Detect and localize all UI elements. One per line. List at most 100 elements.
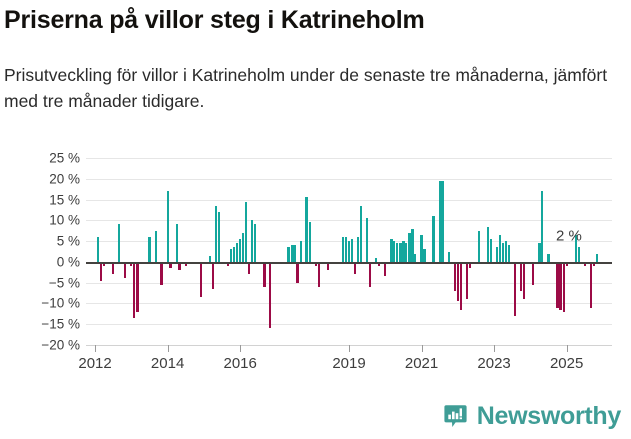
bar bbox=[508, 245, 511, 262]
bar bbox=[239, 239, 242, 262]
bar bbox=[459, 261, 462, 310]
bar bbox=[341, 236, 344, 262]
bar bbox=[414, 253, 417, 262]
bar bbox=[100, 261, 103, 281]
bar bbox=[317, 261, 320, 287]
bar bbox=[390, 239, 393, 262]
bar bbox=[287, 247, 290, 262]
bar bbox=[405, 243, 408, 262]
gridline bbox=[86, 158, 612, 159]
bar bbox=[378, 261, 381, 267]
x-axis-tick bbox=[421, 345, 423, 352]
x-axis-tick bbox=[95, 345, 97, 352]
last-value-annotation: 2 % bbox=[556, 227, 582, 245]
bar bbox=[296, 261, 299, 283]
bar bbox=[504, 241, 508, 262]
x-axis-tick-label: 2016 bbox=[223, 355, 257, 372]
bar bbox=[175, 224, 178, 262]
y-axis-tick-label: 10 % bbox=[49, 212, 80, 228]
y-axis-labels: 25 % 20 % 15 % 10 % 5 % 0 % −5 % −10 % −15 % −20 … bbox=[0, 151, 80, 353]
bar bbox=[559, 261, 562, 310]
bar bbox=[133, 261, 136, 318]
y-axis-tick-label: 25 % bbox=[49, 150, 80, 166]
bar bbox=[366, 218, 369, 262]
x-axis-tick bbox=[240, 345, 242, 352]
zero-line bbox=[86, 261, 612, 264]
bar bbox=[420, 234, 423, 262]
gridline bbox=[86, 282, 612, 284]
y-axis-tick-label: −15 % bbox=[41, 316, 80, 332]
bar bbox=[589, 261, 593, 308]
bar bbox=[169, 261, 172, 269]
bar bbox=[399, 243, 402, 262]
bar bbox=[299, 241, 302, 262]
bar bbox=[402, 241, 405, 262]
plot-area bbox=[86, 158, 612, 346]
bar bbox=[293, 245, 296, 262]
y-axis-tick-label: 0 % bbox=[56, 254, 80, 270]
bar bbox=[251, 220, 254, 262]
y-axis-tick-label: −20 % bbox=[41, 337, 80, 353]
bar bbox=[411, 228, 414, 262]
gridline bbox=[86, 178, 612, 180]
bar bbox=[305, 197, 308, 262]
bar bbox=[595, 253, 598, 262]
bar bbox=[502, 243, 505, 262]
bar bbox=[232, 247, 236, 262]
footer-branding: Newsworthy bbox=[443, 402, 621, 431]
bar bbox=[495, 247, 499, 262]
bar bbox=[166, 191, 169, 262]
gridline bbox=[86, 324, 612, 326]
y-axis-tick-label: 20 % bbox=[49, 171, 80, 187]
brand-name: Newsworthy bbox=[476, 402, 622, 430]
bar bbox=[248, 261, 251, 275]
bar bbox=[565, 261, 568, 267]
bar bbox=[218, 212, 221, 262]
bar bbox=[230, 249, 233, 262]
bar bbox=[423, 249, 426, 262]
bar bbox=[490, 239, 493, 262]
bar bbox=[441, 180, 444, 262]
bar bbox=[290, 245, 293, 262]
bar bbox=[347, 241, 351, 262]
bar bbox=[160, 261, 163, 285]
x-axis-tick bbox=[349, 345, 350, 352]
x-axis-tick-label: 2019 bbox=[332, 355, 366, 372]
bar bbox=[577, 247, 580, 262]
bar bbox=[432, 216, 435, 262]
bar bbox=[592, 261, 595, 267]
x-axis-tick bbox=[494, 345, 496, 352]
bar bbox=[214, 205, 217, 262]
bar bbox=[514, 261, 517, 316]
bar bbox=[393, 241, 396, 262]
bar bbox=[263, 261, 266, 287]
gridline bbox=[86, 220, 612, 222]
bar bbox=[583, 261, 586, 267]
bar bbox=[541, 191, 544, 262]
bar bbox=[118, 224, 121, 262]
bar bbox=[96, 236, 100, 262]
gridline bbox=[86, 303, 612, 305]
bar bbox=[396, 243, 399, 262]
bar bbox=[103, 261, 106, 267]
x-axis-tick-label: 2014 bbox=[150, 355, 185, 372]
newsworthy-bar-chart-badge-icon bbox=[443, 404, 468, 429]
bar bbox=[208, 255, 212, 262]
bar bbox=[523, 261, 526, 300]
x-axis-tick-label: 2021 bbox=[404, 355, 439, 372]
bar bbox=[254, 224, 257, 262]
bar bbox=[178, 261, 181, 271]
bar bbox=[308, 222, 311, 262]
bar bbox=[112, 261, 115, 275]
x-axis-tick bbox=[167, 345, 169, 352]
bar bbox=[236, 243, 239, 262]
bar bbox=[344, 236, 348, 262]
x-axis-tick-label: 2025 bbox=[549, 355, 584, 372]
bar bbox=[124, 261, 127, 279]
bar bbox=[136, 261, 139, 312]
bar bbox=[547, 253, 550, 262]
bar bbox=[438, 180, 441, 262]
y-axis-tick-label: −5 % bbox=[48, 275, 80, 291]
x-axis-tick-label: 2012 bbox=[78, 355, 112, 372]
bar bbox=[520, 261, 523, 291]
